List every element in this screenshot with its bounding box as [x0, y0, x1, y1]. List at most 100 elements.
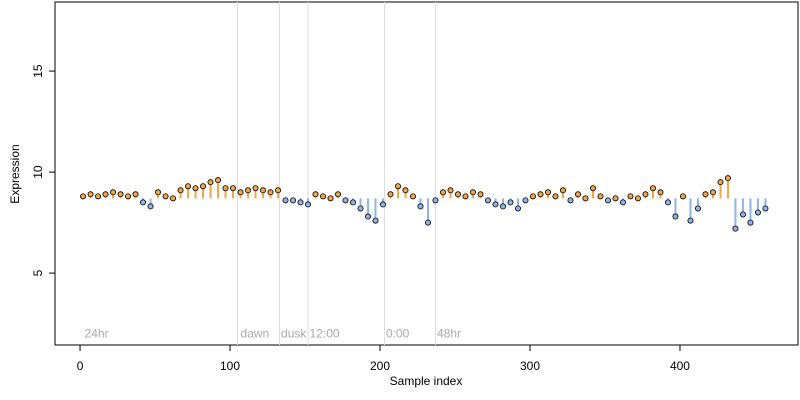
annotation: 48hr — [437, 326, 461, 340]
point — [424, 219, 431, 226]
y-tick-label: 5 — [31, 269, 45, 276]
annotation: 24hr — [85, 326, 109, 340]
point — [402, 187, 409, 194]
x-tick-label: 0 — [77, 359, 84, 373]
point — [604, 197, 611, 204]
point — [642, 191, 649, 198]
point — [140, 199, 147, 206]
point — [537, 191, 544, 198]
point — [162, 193, 169, 200]
point — [754, 209, 761, 216]
point — [507, 199, 514, 206]
x-tick-label: 400 — [670, 359, 690, 373]
point — [177, 187, 184, 194]
point — [312, 191, 319, 198]
point — [365, 213, 372, 220]
point — [552, 193, 559, 200]
annotation: dawn — [241, 326, 270, 340]
point — [634, 195, 641, 202]
point — [499, 203, 506, 210]
point — [687, 217, 694, 224]
point — [679, 193, 686, 200]
point — [215, 177, 222, 184]
point — [522, 197, 529, 204]
point — [649, 185, 656, 192]
point — [117, 191, 124, 198]
point — [245, 187, 252, 194]
y-axis-label: Expression — [8, 144, 22, 203]
point — [432, 197, 439, 204]
point — [275, 187, 282, 194]
point — [110, 189, 117, 196]
point — [567, 197, 574, 204]
y-tick-label: 10 — [31, 165, 45, 179]
annotation: dusk — [281, 326, 307, 340]
point — [327, 195, 334, 202]
point — [200, 183, 207, 190]
point — [222, 185, 229, 192]
point — [657, 189, 664, 196]
point — [252, 185, 259, 192]
point — [582, 195, 589, 202]
point — [410, 193, 417, 200]
point — [469, 189, 476, 196]
point — [192, 185, 199, 192]
point — [492, 201, 499, 208]
x-tick-label: 200 — [370, 359, 390, 373]
point — [290, 197, 297, 204]
point — [185, 183, 192, 190]
point — [155, 189, 162, 196]
plot-frame — [54, 1, 799, 346]
point — [612, 195, 619, 202]
point — [597, 193, 604, 200]
point — [702, 191, 709, 198]
point — [87, 191, 94, 198]
point — [709, 189, 716, 196]
point — [672, 213, 679, 220]
point — [147, 203, 154, 210]
point — [694, 205, 701, 212]
point — [387, 191, 394, 198]
point — [357, 205, 364, 212]
point — [282, 197, 289, 204]
point — [132, 191, 139, 198]
point — [237, 189, 244, 196]
point — [477, 191, 484, 198]
point — [454, 191, 461, 198]
point — [619, 199, 626, 206]
point — [125, 193, 132, 200]
point — [447, 187, 454, 194]
point — [80, 193, 87, 200]
point — [230, 185, 237, 192]
point — [395, 183, 402, 190]
point — [739, 211, 746, 218]
point — [439, 189, 446, 196]
point — [380, 201, 387, 208]
annotation: 0:00 — [386, 326, 410, 340]
point — [627, 193, 634, 200]
point — [589, 185, 596, 192]
x-tick-label: 100 — [220, 359, 240, 373]
point — [95, 193, 102, 200]
point — [170, 195, 177, 202]
point — [372, 217, 379, 224]
point — [484, 197, 491, 204]
point — [260, 187, 267, 194]
point — [544, 189, 551, 196]
point — [342, 197, 349, 204]
point — [732, 225, 739, 232]
point — [664, 199, 671, 206]
point — [724, 175, 731, 182]
point — [717, 179, 724, 186]
point — [102, 191, 109, 198]
point — [747, 219, 754, 226]
y-tick-label: 15 — [31, 64, 45, 78]
point — [320, 193, 327, 200]
point — [529, 193, 536, 200]
x-axis-label: Sample index — [390, 374, 463, 388]
point — [335, 191, 342, 198]
point — [762, 205, 769, 212]
point — [350, 199, 357, 206]
